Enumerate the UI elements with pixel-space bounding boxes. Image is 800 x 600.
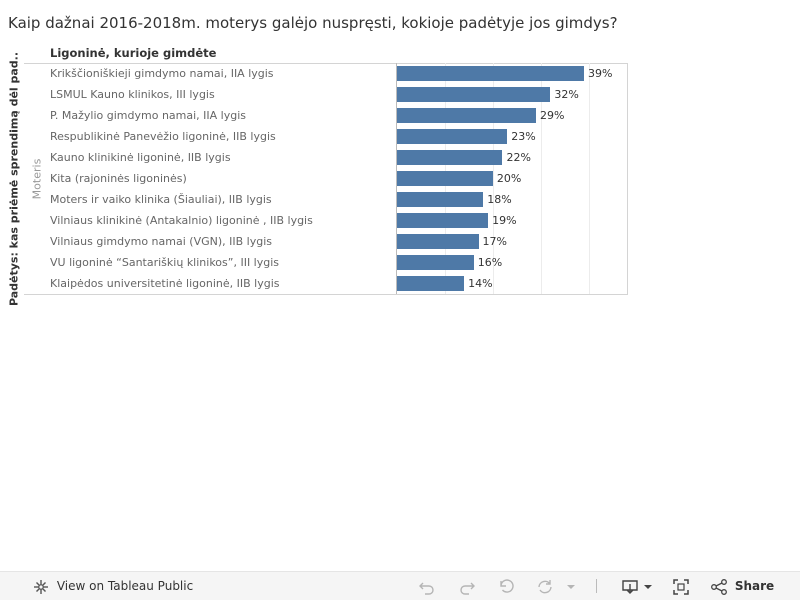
bar-value-label: 23% xyxy=(511,130,536,143)
gridline xyxy=(588,63,590,294)
download-caret-icon xyxy=(643,579,653,593)
gridline xyxy=(492,63,494,294)
bar[interactable] xyxy=(397,129,508,144)
bar-value-label: 19% xyxy=(492,214,517,227)
fullscreen-icon[interactable] xyxy=(672,572,690,600)
category-label: Respublikinė Panevėžio ligoninė, IIB lyg… xyxy=(50,130,276,143)
bar[interactable] xyxy=(397,108,537,123)
download-icon xyxy=(621,579,643,594)
category-label: Vilniaus gimdymo namai (VGN), IIB lygis xyxy=(50,235,272,248)
chart-frame xyxy=(24,63,628,295)
dashboard-title: Kaip dažnai 2016-2018m. moterys galėjo n… xyxy=(8,14,618,32)
download-button[interactable] xyxy=(621,572,653,600)
bar-value-label: 18% xyxy=(487,193,512,206)
view-on-tableau-link[interactable]: View on Tableau Public xyxy=(33,572,193,600)
bar[interactable] xyxy=(397,87,551,102)
category-label: Vilniaus klinikinė (Antakalnio) ligoninė… xyxy=(50,214,313,227)
bar-value-label: 39% xyxy=(588,67,613,80)
bar[interactable] xyxy=(397,234,479,249)
bar-value-label: 20% xyxy=(496,172,522,185)
column-header: Ligoninė, kurioje gimdėte xyxy=(50,46,217,60)
bar-chart: Krikščioniškieji gimdymo namai, IIA lygi… xyxy=(24,63,628,295)
category-label: VU ligoninė “Santariškių klinikos”, III … xyxy=(50,256,280,269)
category-label: Krikščioniškieji gimdymo namai, IIA lygi… xyxy=(50,67,274,80)
bar[interactable] xyxy=(397,192,484,207)
toolbar-separator xyxy=(596,579,597,593)
category-label: Moters ir vaiko klinika (Šiauliai), IIB … xyxy=(50,193,272,206)
gridline xyxy=(540,63,542,294)
bar[interactable] xyxy=(397,66,584,81)
bar[interactable] xyxy=(397,255,474,270)
label-divider xyxy=(396,63,397,294)
dropdown-caret-icon[interactable] xyxy=(566,572,576,600)
bar-value-label: 14% xyxy=(468,277,493,290)
bar-value-label: 22% xyxy=(506,151,531,164)
bar-value-label: 16% xyxy=(477,256,503,269)
bar-value-label: 32% xyxy=(554,88,579,101)
category-labels: Krikščioniškieji gimdymo namai, IIA lygi… xyxy=(50,63,395,294)
row-axis-label-text: Padėtys: kas priėmė sprendimą dėl pad.. xyxy=(7,51,21,306)
tableau-logo-icon xyxy=(33,579,53,594)
bar-value-label: 29% xyxy=(540,109,565,122)
share-label: Share xyxy=(734,579,775,593)
category-label: Kauno klinikinė ligoninė, IIB lygis xyxy=(50,151,231,164)
view-on-tableau-label: View on Tableau Public xyxy=(56,579,194,593)
category-label: P. Mažylio gimdymo namai, IIA lygis xyxy=(50,109,247,122)
share-button[interactable]: Share xyxy=(710,572,774,600)
undo-icon[interactable] xyxy=(418,572,436,600)
bar[interactable] xyxy=(397,171,493,186)
bar[interactable] xyxy=(397,276,465,291)
revert-icon[interactable] xyxy=(498,572,516,600)
bar[interactable] xyxy=(397,213,489,228)
share-icon xyxy=(710,578,732,595)
bar-value-label: 17% xyxy=(482,235,507,248)
category-label: Kita (rajoninės ligoninės) xyxy=(50,172,187,185)
tableau-toolbar: View on Tableau Public xyxy=(0,571,800,600)
refresh-icon[interactable] xyxy=(536,572,554,600)
category-label: Klaipėdos universitetinė ligoninė, IIB l… xyxy=(50,277,280,290)
category-label: LSMUL Kauno klinikos, III lygis xyxy=(50,88,215,101)
redo-icon[interactable] xyxy=(458,572,476,600)
bar[interactable] xyxy=(397,150,503,165)
